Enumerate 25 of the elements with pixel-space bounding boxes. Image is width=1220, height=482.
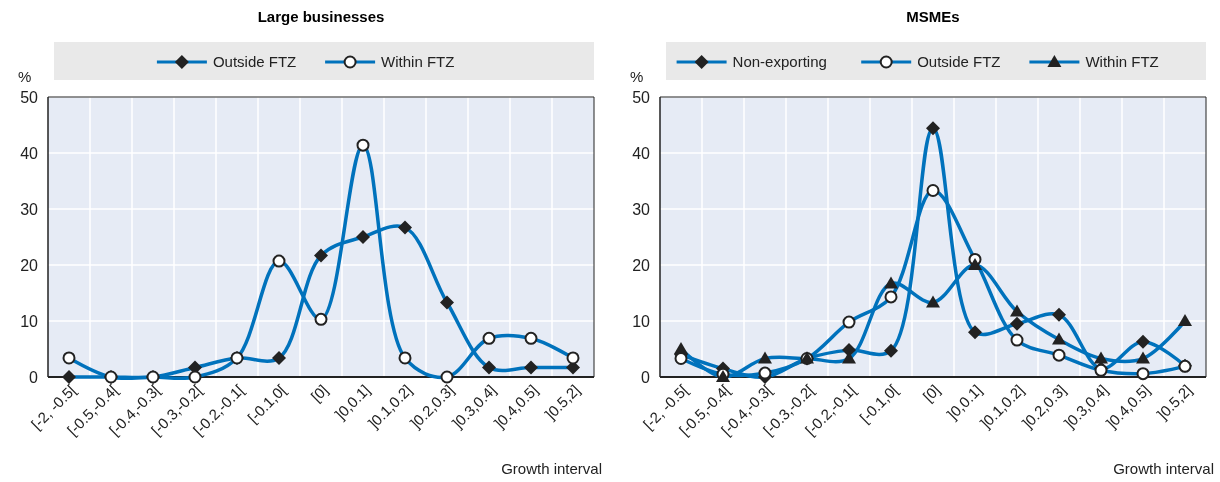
legend-label: Outside FTZ bbox=[917, 53, 1001, 70]
y-tick-label: 10 bbox=[632, 313, 651, 330]
y-axis-title: % bbox=[18, 68, 32, 85]
x-axis-title: Growth interval bbox=[1113, 460, 1214, 477]
y-axis-title: % bbox=[630, 68, 644, 85]
y-tick-label: 50 bbox=[20, 89, 39, 106]
legend-label: Within FTZ bbox=[1085, 53, 1159, 70]
legend-label: Non-exporting bbox=[732, 53, 827, 70]
x-tick-label: [0] bbox=[307, 381, 332, 405]
y-tick-label: 40 bbox=[632, 145, 651, 162]
legend-label: Outside FTZ bbox=[212, 53, 297, 70]
y-tick-label: 0 bbox=[641, 369, 651, 386]
chart-title: MSMEs bbox=[906, 8, 960, 25]
legend-label: Within FTZ bbox=[381, 53, 455, 70]
y-tick-label: 0 bbox=[29, 369, 39, 386]
y-tick-label: 50 bbox=[632, 89, 651, 106]
y-tick-label: 20 bbox=[632, 257, 651, 274]
y-tick-label: 20 bbox=[20, 257, 39, 274]
x-tick-label: [0] bbox=[919, 381, 944, 405]
y-tick-label: 10 bbox=[20, 313, 39, 330]
y-tick-label: 30 bbox=[632, 201, 651, 218]
y-tick-label: 40 bbox=[20, 145, 39, 162]
y-tick-label: 30 bbox=[20, 201, 39, 218]
chart-title: Large businesses bbox=[257, 8, 385, 25]
x-axis-title: Growth interval bbox=[501, 460, 602, 477]
